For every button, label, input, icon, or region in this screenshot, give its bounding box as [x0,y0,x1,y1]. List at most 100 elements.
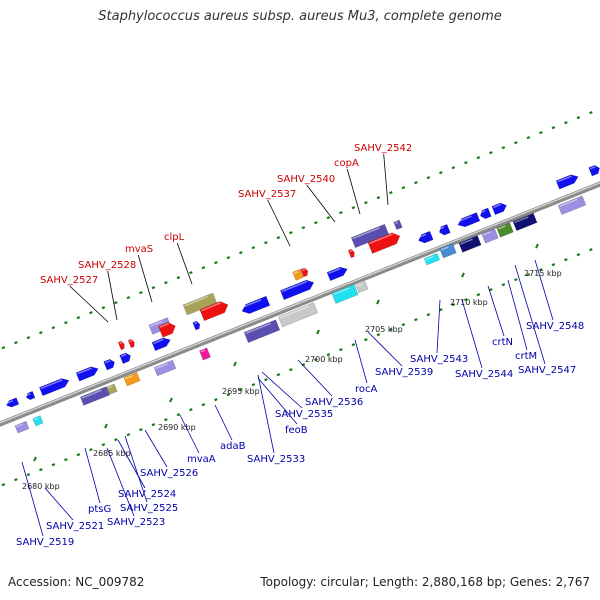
fwd-outer-1-shine [352,227,380,240]
fwd-gene-16 [588,164,600,177]
rev-gene-4 [123,372,141,387]
red-gene-6-shine [349,249,353,253]
fwd-gene-9-shape [326,266,348,282]
bottom-connector [297,359,333,397]
bottom-connector [257,377,298,425]
track-dot [414,181,418,185]
fwd-gene-13-shape [480,207,492,220]
gene-label-bottom: SAHV_2548 [526,321,584,332]
rev-gene-9-shine [357,283,363,288]
track-dot [251,246,256,250]
track-dot [201,266,206,270]
fwd-outer-2-shape [393,219,403,230]
track-dot [539,131,543,135]
gene-label-bottom: crtN [492,337,513,348]
fwd-gene-12 [457,212,481,228]
track-dot [89,448,93,452]
track-dot [64,458,68,462]
red-gene-7 [192,320,201,331]
tick-mark [233,361,237,367]
track-dot [126,433,131,437]
track-dot [201,403,206,407]
fwd-gene-2 [39,378,70,397]
rev-gene-2 [80,386,110,406]
red-gene-2-shine [159,323,169,328]
track-dot [276,373,281,377]
fwd-outer-4-shape [292,268,304,281]
fwd-gene-3-shape [75,366,99,382]
tick-label: 2690 kbp [158,423,196,432]
fwd-gene-7-shine [241,299,262,309]
fwd-gene-1 [25,390,36,400]
rev-gene-3-shape [106,383,118,395]
track-dot [51,326,56,330]
fwd-outer-2 [393,219,403,230]
gene-label-top: copA [334,158,359,169]
track-dot [151,423,156,427]
red-gene-5-shape [300,267,309,278]
track-dot [426,176,431,180]
track-dot [364,201,368,205]
rev-gene-11-shape [439,243,457,259]
fwd-gene-6-shine [153,338,164,345]
track-dot [351,343,356,347]
fwd-gene-14 [491,202,507,216]
track-dot [526,273,531,277]
fwd-gene-12-shape [457,212,481,228]
bottom-connector [144,429,168,468]
track-dot [589,111,593,115]
track-dot [551,263,556,267]
track-dot [251,383,256,387]
top-connector [346,168,361,215]
gene-label-top: SAHV_2540 [277,174,335,185]
fwd-gene-0-shape [6,397,20,408]
rev-gene-17-shape [199,347,211,361]
track-dot [439,171,443,175]
rev-gene-15 [512,212,538,232]
track-dot [576,253,581,257]
fwd-gene-11-shape [439,224,451,236]
fwd-gene-7-shape [241,295,271,314]
fwd-gene-16-shine [589,165,596,170]
rev-gene-10-shape [423,253,441,266]
red-gene-2-shape [158,322,176,338]
fwd-gene-9-shine [328,267,341,275]
track-dot [376,333,381,337]
rev-gene-5-shape [153,359,177,377]
red-gene-2 [158,322,176,338]
gene-label-bottom: SAHV_2521 [46,521,104,532]
track-dot [426,313,431,317]
tick-mark [33,456,37,462]
fwd-outer-3-shine [150,320,163,327]
fwd-gene-8-shine [281,280,308,293]
track-dot [39,468,43,472]
track-dot [239,388,243,392]
tick-label: 2700 kbp [305,355,343,364]
rev-gene-15-shape [512,212,538,232]
track-dot [401,186,406,190]
track-dot [501,283,506,287]
fwd-outer-4 [292,268,304,281]
track-dot [226,393,231,397]
tick-mark [104,423,108,429]
fwd-gene-10-shine [418,233,427,239]
bottom-connector [367,331,403,367]
track-dot [464,298,468,302]
red-gene-1-shape [367,232,401,254]
track-dot [189,271,193,275]
track-dot [26,473,31,477]
rev-gene-4-shape [123,372,141,387]
track-dot [364,338,368,342]
kbp-ticks: 2680 kbp 2685 kbp 2690 kbp 2695 kbp 2700 kbp… [22,243,562,491]
fwd-gene-7 [241,295,271,314]
gene-label-bottom: SAHV_2535 [275,409,333,420]
red-gene-7-shine [193,321,198,325]
track-dot [214,398,218,402]
rev-gene-1 [32,415,44,427]
track-dot [289,231,293,235]
fwd-gene-15 [555,174,579,190]
track-dot [514,141,518,145]
rev-gene-17 [199,347,211,361]
rev-gene-15-shine [514,216,529,224]
tick-mark [461,272,465,278]
